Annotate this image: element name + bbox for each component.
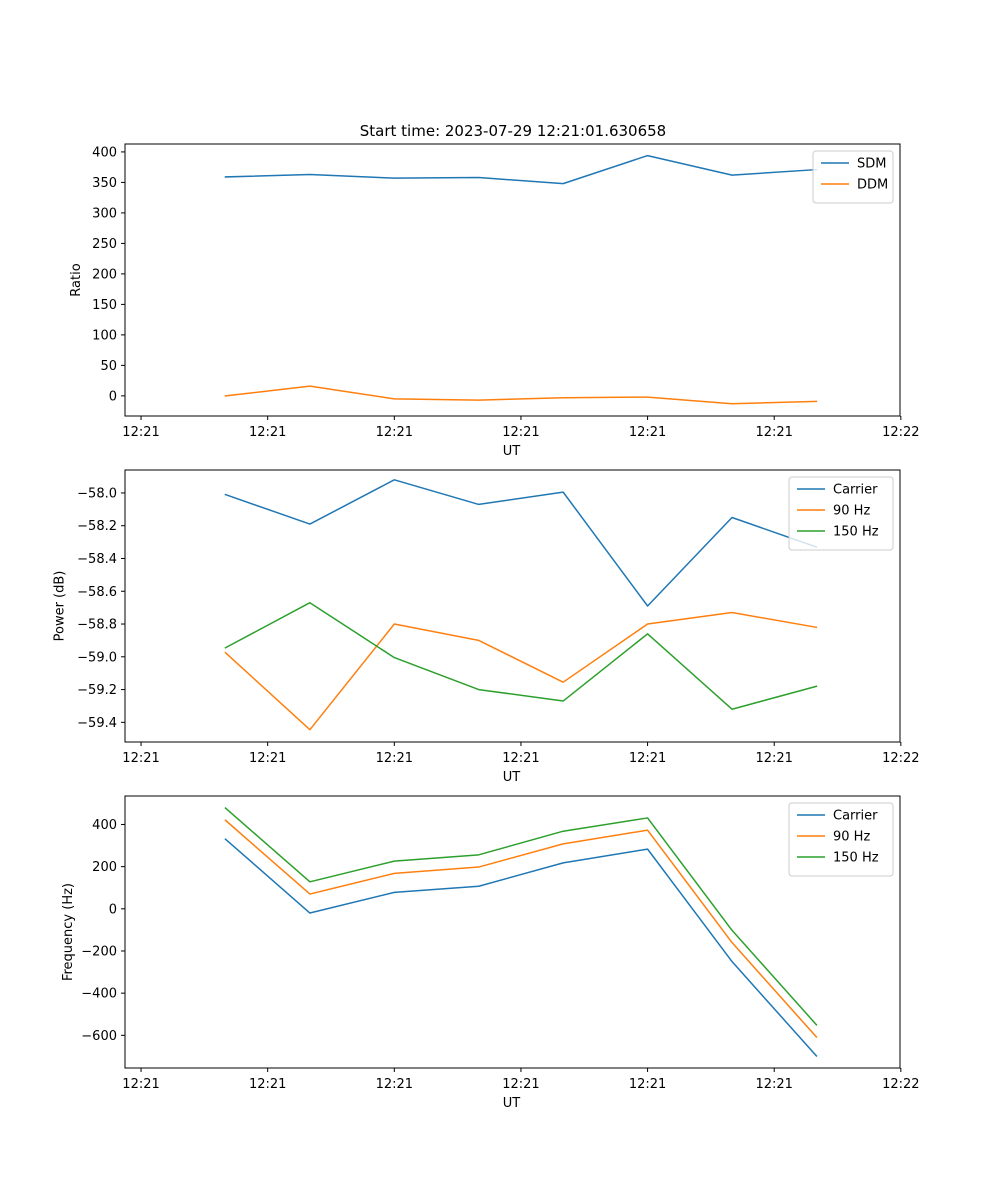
ratio-y-tick-label: 50 — [100, 359, 117, 374]
ratio-x-tick-label: 12:21 — [122, 425, 159, 440]
power-y-tick-label: −59.0 — [77, 650, 117, 665]
power-x-tick-label: 12:21 — [629, 751, 666, 766]
power-y-tick-label: −58.4 — [77, 552, 117, 567]
frequency-x-tick-label: 12:22 — [882, 1077, 919, 1092]
power-series-line-3 — [224, 601, 818, 710]
frequency-y-tick-label: 200 — [92, 860, 117, 875]
frequency-legend-label-3: 150 Hz — [833, 851, 879, 866]
frequency-x-tick-label: 12:21 — [376, 1077, 413, 1092]
ratio-y-tick-label: 400 — [92, 145, 117, 160]
power-series-line-2 — [224, 611, 818, 731]
frequency-x-tick-label: 12:21 — [755, 1077, 792, 1092]
ratio-y-tick-label: 250 — [92, 237, 117, 252]
ratio-y-tick-label: 0 — [109, 389, 117, 404]
frequency-series-line-2 — [224, 819, 818, 1039]
ratio-y-tick-label: 100 — [92, 328, 117, 343]
power-y-tick-label: −59.2 — [77, 683, 117, 698]
ratio-legend-box — [812, 150, 894, 204]
ratio-x-tick-label: 12:21 — [502, 425, 539, 440]
frequency-y-tick-label: −600 — [81, 1029, 117, 1044]
ratio-y-tick-label: 150 — [92, 298, 117, 313]
power-x-tick-label: 12:21 — [122, 751, 159, 766]
frequency-x-tick-label: 12:21 — [249, 1077, 286, 1092]
power-y-tick-label: −58.2 — [77, 519, 117, 534]
frequency-x-axis-label: UT — [503, 1096, 521, 1111]
ratio-series-line-2 — [224, 385, 818, 405]
frequency-x-tick-label: 12:21 — [629, 1077, 666, 1092]
ratio-y-tick-label: 300 — [92, 206, 117, 221]
frequency-y-tick-label: 400 — [92, 818, 117, 833]
frequency-series-line-1 — [224, 838, 818, 1058]
frequency-y-tick-label: −400 — [81, 987, 117, 1002]
ratio-x-tick-label: 12:21 — [629, 425, 666, 440]
ratio-x-tick-label: 12:22 — [882, 425, 919, 440]
ratio-x-tick-label: 12:21 — [376, 425, 413, 440]
power-x-tick-label: 12:21 — [755, 751, 792, 766]
power-axes-frame — [124, 469, 901, 743]
ratio-y-axis-label: Ratio — [69, 263, 84, 296]
ratio-x-tick-label: 12:21 — [755, 425, 792, 440]
panel-power: 12:21 12:21 12:21 12:21 12:21 12:21 12:22 −59.4… — [53, 469, 920, 785]
frequency-legend-label-2: 90 Hz — [833, 830, 870, 845]
power-y-tick-label: −58.6 — [77, 585, 117, 600]
power-series-line-1 — [224, 479, 818, 607]
power-y-axis-label: Power (dB) — [53, 571, 68, 642]
frequency-y-axis-label: Frequency (Hz) — [61, 883, 76, 981]
ratio-x-axis-label: UT — [503, 444, 521, 459]
ratio-x-tick-label: 12:21 — [249, 425, 286, 440]
frequency-legend-label-1: Carrier — [833, 809, 878, 824]
ratio-y-tick-label: 350 — [92, 176, 117, 191]
frequency-axes-frame — [124, 795, 901, 1069]
power-y-tick-label: −58.0 — [77, 486, 117, 501]
power-legend-label-3: 150 Hz — [833, 525, 879, 540]
power-x-tick-label: 12:21 — [502, 751, 539, 766]
panel-ratio: 12:21 12:21 12:21 12:21 12:21 12:21 12:22 0 50 10… — [69, 143, 920, 459]
figure-title: Start time: 2023-07-29 12:21:01.630658 — [360, 122, 666, 140]
ratio-legend-label-1: SDM — [857, 157, 886, 172]
ratio-axes-frame — [124, 143, 901, 417]
power-y-tick-label: −59.4 — [77, 716, 117, 731]
frequency-y-tick-label: 0 — [109, 902, 117, 917]
panel-frequency: 12:21 12:21 12:21 12:21 12:21 12:21 12:22 −600 −… — [61, 795, 920, 1111]
power-x-axis-label: UT — [503, 770, 521, 785]
frequency-x-tick-label: 12:21 — [122, 1077, 159, 1092]
ratio-legend-label-2: DDM — [857, 178, 888, 193]
frequency-series-line-3 — [224, 806, 818, 1026]
power-x-tick-label: 12:21 — [249, 751, 286, 766]
ratio-y-tick-label: 200 — [92, 267, 117, 282]
power-x-tick-label: 12:21 — [376, 751, 413, 766]
power-legend-label-1: Carrier — [833, 483, 878, 498]
power-legend-label-2: 90 Hz — [833, 504, 870, 519]
power-x-tick-label: 12:22 — [882, 751, 919, 766]
ratio-series-line-1 — [224, 154, 818, 185]
power-y-tick-label: −58.8 — [77, 618, 117, 633]
frequency-x-tick-label: 12:21 — [502, 1077, 539, 1092]
frequency-y-tick-label: −200 — [81, 944, 117, 959]
